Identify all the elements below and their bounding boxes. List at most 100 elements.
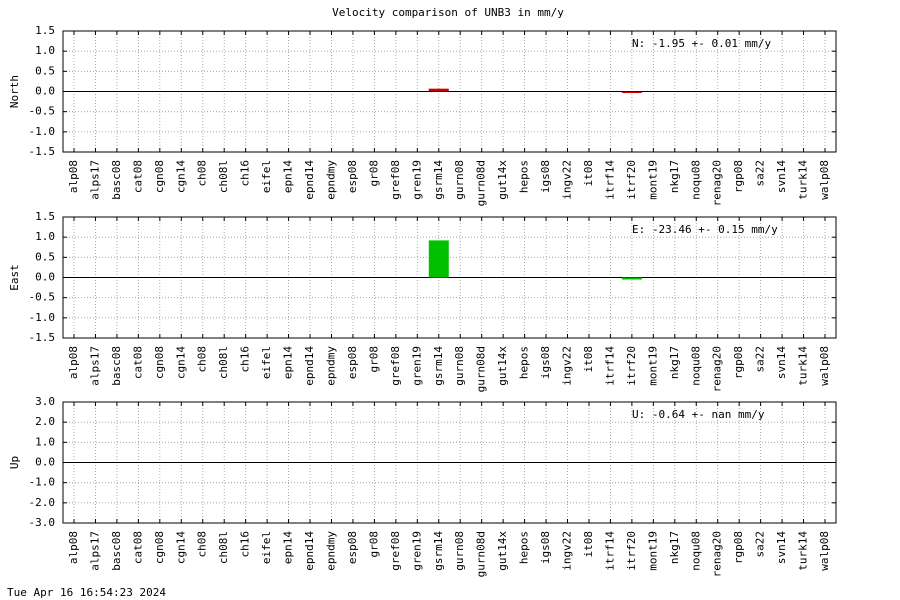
x-tick-label: itrf20 <box>625 160 638 200</box>
x-tick-label: epndmy <box>324 160 337 200</box>
x-tick-label: gren19 <box>410 160 423 200</box>
x-tick-label: cat08 <box>131 160 144 193</box>
x-tick-label: ch08l <box>217 160 230 193</box>
x-tick-label: gut14x <box>496 346 509 386</box>
x-tick-label: turk14 <box>797 160 810 200</box>
x-tick-label: gsrm14 <box>432 160 445 200</box>
y-tick-label: 0.0 <box>35 456 55 469</box>
y-tick-label: -2.0 <box>29 496 56 509</box>
x-tick-label: igs08 <box>539 160 552 193</box>
x-tick-label: ingv22 <box>561 346 574 386</box>
x-tick-label: cat08 <box>131 531 144 564</box>
annotation: E: -23.46 +- 0.15 mm/y <box>632 223 778 236</box>
timestamp: Tue Apr 16 16:54:23 2024 <box>7 586 166 599</box>
x-tick-label: epndmy <box>324 531 337 571</box>
x-tick-label: cgn08 <box>153 531 166 564</box>
x-tick-label: alps17 <box>88 346 101 386</box>
y-tick-label: 3.0 <box>35 395 55 408</box>
x-tick-label: mont19 <box>646 346 659 386</box>
y-tick-label: 0.0 <box>35 271 55 284</box>
x-tick-label: ch08 <box>196 160 209 187</box>
x-tick-label: it08 <box>582 346 595 373</box>
y-tick-label: -1.5 <box>29 145 56 158</box>
x-tick-label: ch16 <box>239 160 252 187</box>
x-tick-label: epn14 <box>282 160 295 193</box>
x-tick-label: svn14 <box>775 346 788 379</box>
x-tick-label: ch08 <box>196 346 209 373</box>
x-tick-label: rgp08 <box>732 531 745 564</box>
x-tick-label: walp08 <box>818 346 831 386</box>
x-tick-label: alps17 <box>88 160 101 200</box>
x-tick-label: renag20 <box>711 531 724 577</box>
x-tick-label: gref08 <box>389 531 402 571</box>
x-tick-label: gren19 <box>410 346 423 386</box>
x-tick-label: rgp08 <box>732 160 745 193</box>
plot-frame <box>62 30 837 153</box>
x-tick-label: cgn14 <box>174 346 187 379</box>
x-tick-label: itrf14 <box>603 160 616 200</box>
x-tick-label: eifel <box>260 346 273 379</box>
x-tick-label: mont19 <box>646 531 659 571</box>
x-tick-label: gut14x <box>496 531 509 571</box>
x-tick-label: turk14 <box>797 346 810 386</box>
x-tick-label: gurn08 <box>453 346 466 386</box>
x-tick-label: rgp08 <box>732 346 745 379</box>
x-tick-label: eifel <box>260 160 273 193</box>
x-tick-label: basc08 <box>110 160 123 200</box>
y-tick-label: 1.0 <box>35 435 55 448</box>
y-tick-label: -0.5 <box>29 291 56 304</box>
y-tick-label: 1.5 <box>35 210 55 223</box>
annotation: U: -0.64 +- nan mm/y <box>632 408 765 421</box>
x-tick-label: cgn08 <box>153 160 166 193</box>
x-tick-label: nkg17 <box>668 160 681 193</box>
x-tick-label: eifel <box>260 531 273 564</box>
x-tick-label: noqu08 <box>689 160 702 200</box>
x-tick-label: cat08 <box>131 346 144 379</box>
x-tick-label: hepos <box>518 160 531 193</box>
y-tick-label: 1.5 <box>35 24 55 37</box>
y-axis-label: East <box>8 264 21 291</box>
x-tick-label: itrf14 <box>603 346 616 386</box>
x-tick-label: noqu08 <box>689 531 702 571</box>
bar <box>428 240 449 278</box>
x-tick-label: epn14 <box>282 531 295 564</box>
x-tick-label: nkg17 <box>668 346 681 379</box>
x-tick-label: gut14x <box>496 160 509 200</box>
y-tick-label: 0.5 <box>35 250 55 263</box>
plot-frame <box>62 401 837 524</box>
x-tick-label: epndmy <box>324 346 337 386</box>
x-tick-label: gurn08 <box>453 531 466 571</box>
page-title: Velocity comparison of UNB3 in mm/y <box>332 6 564 19</box>
x-tick-label: esp08 <box>346 160 359 193</box>
x-tick-label: epnd14 <box>303 531 316 571</box>
y-tick-label: 1.0 <box>35 230 55 243</box>
x-tick-label: hepos <box>518 531 531 564</box>
x-tick-label: walp08 <box>818 160 831 200</box>
x-tick-label: gurn08d <box>475 531 488 577</box>
x-tick-label: renag20 <box>711 346 724 392</box>
x-tick-label: walp08 <box>818 531 831 571</box>
x-tick-label: gsrm14 <box>432 346 445 386</box>
x-tick-label: gref08 <box>389 160 402 200</box>
x-tick-label: svn14 <box>775 160 788 193</box>
x-tick-label: igs08 <box>539 346 552 379</box>
x-tick-label: renag20 <box>711 160 724 206</box>
y-tick-label: 1.0 <box>35 44 55 57</box>
y-tick-label: -1.0 <box>29 311 56 324</box>
y-axis-label: North <box>8 75 21 108</box>
x-tick-label: ingv22 <box>561 160 574 200</box>
x-tick-label: ch16 <box>239 531 252 558</box>
x-tick-label: igs08 <box>539 531 552 564</box>
x-tick-label: mont19 <box>646 160 659 200</box>
y-tick-label: -1.0 <box>29 125 56 138</box>
y-tick-label: -0.5 <box>29 105 56 118</box>
y-tick-label: 2.0 <box>35 415 55 428</box>
x-tick-label: ch08l <box>217 531 230 564</box>
x-tick-label: epnd14 <box>303 160 316 200</box>
x-tick-label: it08 <box>582 531 595 558</box>
x-tick-label: cgn14 <box>174 160 187 193</box>
y-axis-label: Up <box>8 456 21 469</box>
x-tick-label: esp08 <box>346 346 359 379</box>
x-tick-label: alps17 <box>88 531 101 571</box>
